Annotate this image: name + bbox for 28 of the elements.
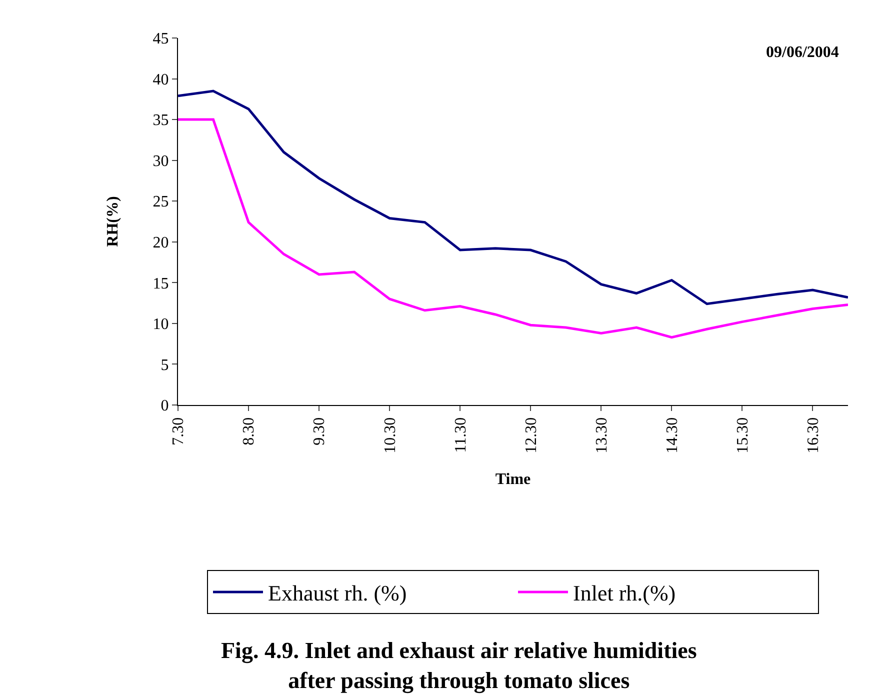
line-series xyxy=(178,118,848,339)
y-tick-label: 20 xyxy=(152,234,169,252)
x-tick-label: 13.30 xyxy=(593,417,610,454)
x-tick-label: 9.30 xyxy=(311,417,328,446)
y-tick-label: 30 xyxy=(152,152,169,170)
x-axis-title: Time xyxy=(495,471,531,488)
x-tick-label: 16.30 xyxy=(804,417,822,454)
y-tick-label: 10 xyxy=(152,316,169,334)
legend-label: Exhaust rh. (%) xyxy=(268,580,407,606)
y-tick-label: 15 xyxy=(152,275,169,292)
x-tick-label: 8.30 xyxy=(240,417,258,446)
y-axis-title: RH(%) xyxy=(104,196,122,247)
y-tick-label: 5 xyxy=(160,356,169,374)
x-tick-label: 10.30 xyxy=(382,417,399,454)
y-tick-label: 35 xyxy=(152,112,169,130)
caption: Fig. 4.9. Inlet and exhaust air relative humidities after passing through tomato slices xyxy=(221,638,697,694)
x-tick-label: 15.30 xyxy=(734,417,752,454)
annotation: 09/06/2004 xyxy=(766,44,839,61)
y-tick-label: 40 xyxy=(152,71,169,88)
x-tick-label: 11.30 xyxy=(452,417,470,453)
legend-label: Inlet rh.(%) xyxy=(573,580,676,606)
x-tick-label: 12.30 xyxy=(522,417,540,454)
y-tick-label: 25 xyxy=(152,194,169,211)
y-tick-label: 0 xyxy=(160,398,169,415)
x-tick-label: 14.30 xyxy=(664,417,681,454)
y-tick-label: 45 xyxy=(152,30,169,48)
line-series xyxy=(178,90,848,306)
x-tick-label: 7.30 xyxy=(170,417,188,446)
